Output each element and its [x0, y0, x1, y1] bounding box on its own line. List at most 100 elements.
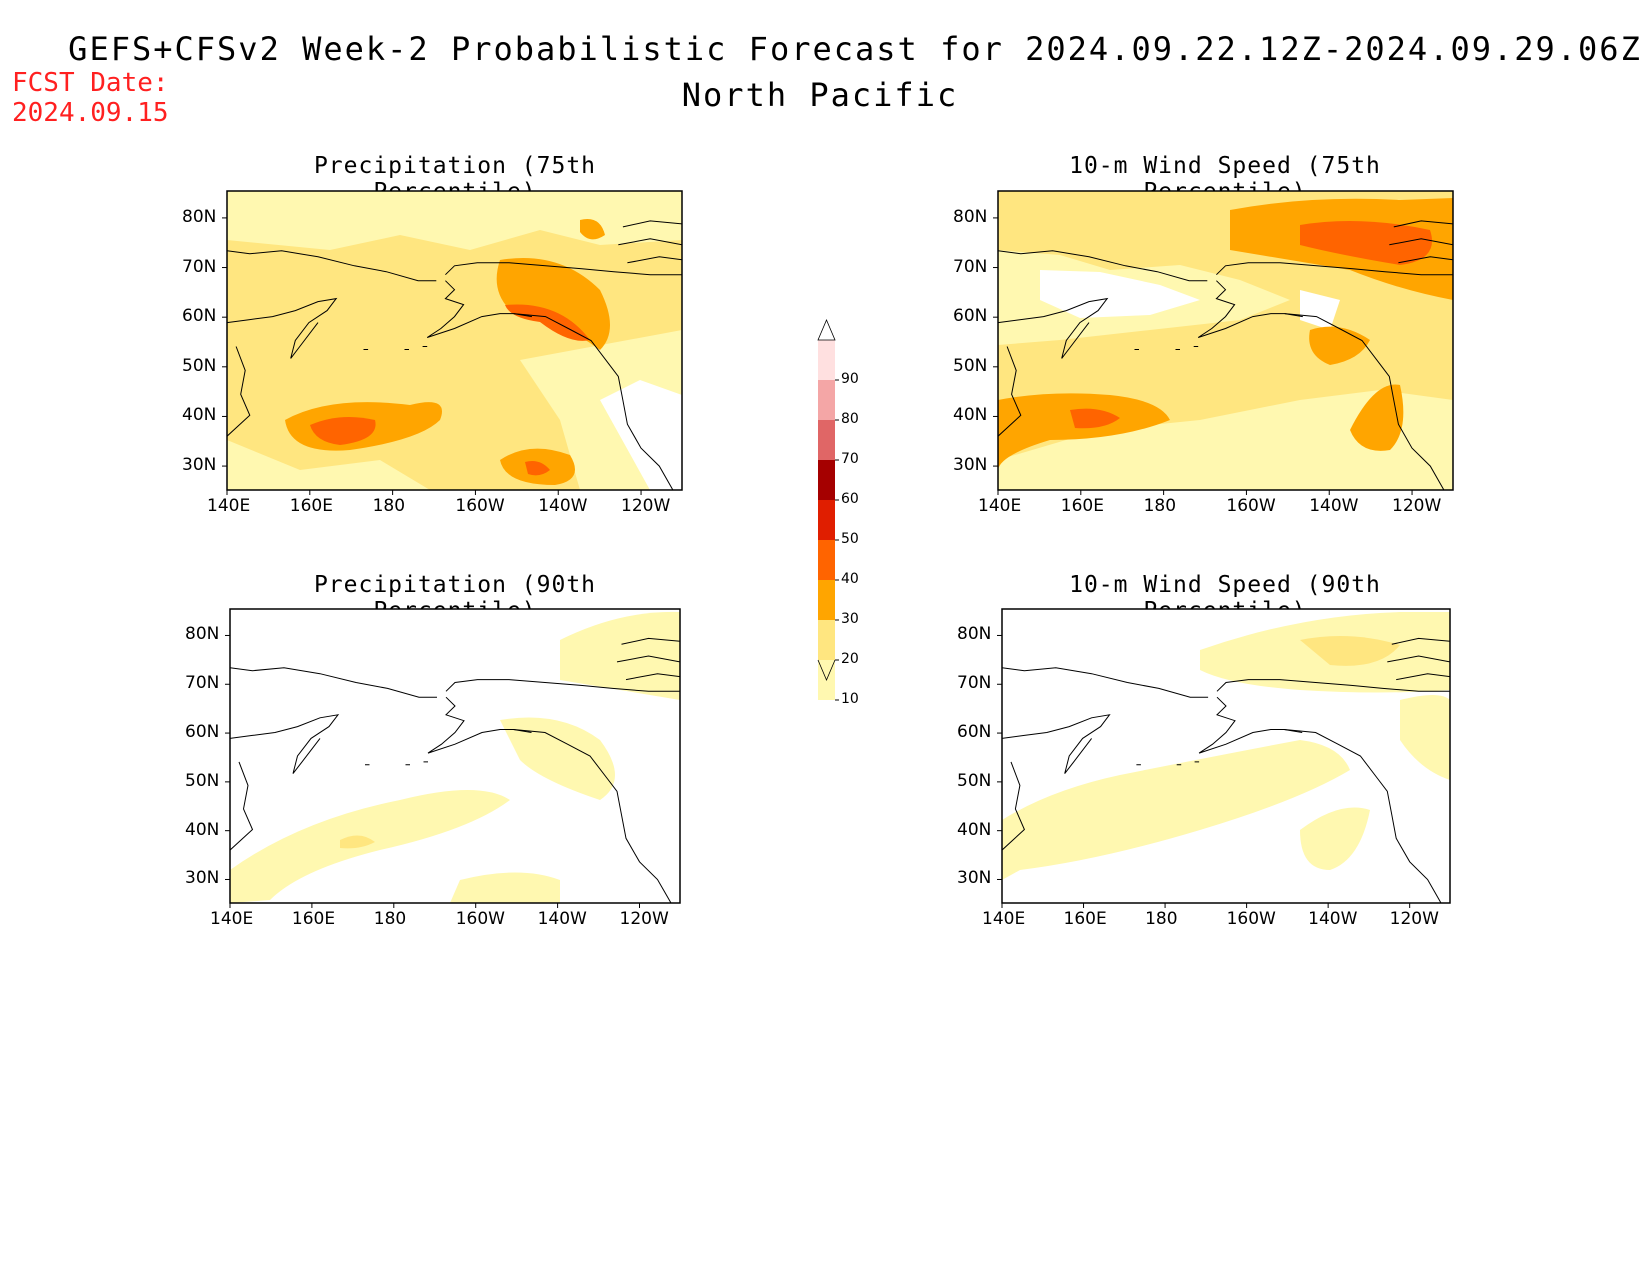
coastline-segment	[365, 761, 428, 766]
lat-tick-label: 60N	[957, 722, 992, 743]
lon-tick-label: 180	[1143, 496, 1177, 516]
coastline-segment	[227, 297, 338, 359]
lon-tick-label: 120W	[1389, 909, 1439, 929]
colorbar-segment	[818, 340, 835, 380]
lon-tick-label: 120W	[619, 909, 669, 929]
coastline-segment	[363, 346, 428, 350]
coastline-segment	[513, 729, 672, 903]
lon-tick-label: 160W	[455, 909, 505, 929]
coastline-segment	[1389, 220, 1453, 264]
coastline-segment	[227, 250, 437, 282]
lat-tick-label: 30N	[953, 455, 988, 476]
coastline-segment	[998, 297, 1109, 359]
lat-tick-label: 30N	[185, 868, 220, 889]
page-subtitle-region: North Pacific	[681, 76, 959, 114]
colorbar-segment	[818, 380, 835, 420]
coastline-precip-75	[227, 220, 682, 490]
colorbar-label: 70	[841, 451, 859, 467]
lon-tick-label: 160E	[289, 496, 333, 516]
lat-tick-label: 30N	[957, 868, 992, 889]
lat-tick-label: 60N	[185, 722, 220, 743]
lat-tick-label: 70N	[953, 256, 988, 277]
lat-tick-label: 30N	[182, 455, 217, 476]
colorbar-label: 40	[841, 571, 859, 587]
coastline-segment	[1387, 637, 1450, 681]
lat-tick-label: 80N	[957, 624, 992, 645]
lat-tick-label: 50N	[957, 770, 992, 791]
lon-tick-label: 140E	[982, 909, 1026, 929]
coastline-segment	[426, 280, 532, 338]
coastline-segment	[230, 714, 340, 774]
coastline-segment	[1284, 313, 1445, 490]
lon-tick-label: 160W	[1226, 496, 1276, 516]
lat-tick-label: 50N	[953, 355, 988, 376]
colorbar	[817, 318, 839, 701]
lon-tick-label: 160W	[1226, 909, 1276, 929]
coastline-segment	[1216, 679, 1450, 692]
map-wind-75	[998, 191, 1453, 490]
lon-tick-label: 120W	[1392, 496, 1442, 516]
lat-tick-label: 40N	[953, 405, 988, 426]
colorbar-segment	[818, 540, 835, 580]
lon-tick-label: 160W	[455, 496, 505, 516]
forecast-date-value: 2024.09.15	[12, 98, 169, 128]
coastline-precip-90	[230, 637, 680, 903]
coastline-segment	[998, 346, 1022, 437]
colorbar-segment	[818, 500, 835, 540]
lat-tick-label: 60N	[953, 306, 988, 327]
lon-tick-label: 160E	[1060, 496, 1104, 516]
colorbar-segment	[818, 580, 835, 620]
coastline-segment	[618, 220, 682, 264]
coastline-segment	[513, 313, 674, 490]
coastline-wind-90	[1002, 637, 1450, 903]
coastline-segment	[445, 262, 682, 276]
lat-tick-label: 80N	[182, 206, 217, 227]
forecast-date-label: FCST Date:	[12, 68, 169, 98]
lon-tick-label: 180	[372, 496, 406, 516]
lon-tick-label: 180	[373, 909, 407, 929]
colorbar-label: 20	[841, 651, 859, 667]
map-precip-90	[230, 609, 680, 903]
coastline-segment	[1134, 346, 1199, 350]
page-title: GEFS+CFSv2 Week-2 Probabilistic Forecast…	[68, 30, 1642, 68]
lon-tick-label: 140W	[1309, 496, 1359, 516]
coastline-segment	[230, 667, 437, 698]
lon-tick-label: 140E	[210, 909, 254, 929]
lon-tick-label: 140W	[537, 909, 587, 929]
coastline-segment	[427, 696, 532, 754]
lon-tick-label: 140E	[207, 496, 251, 516]
lon-tick-label: 140W	[1308, 909, 1358, 929]
colorbar-label: 90	[841, 371, 859, 387]
coastline-segment	[1216, 262, 1453, 276]
coastline-segment	[1197, 280, 1303, 338]
coastline-segment	[1002, 667, 1209, 698]
lat-tick-label: 80N	[185, 624, 220, 645]
coastline-segment	[1198, 696, 1303, 754]
lon-tick-label: 180	[1145, 909, 1178, 929]
colorbar-cap-top	[817, 318, 836, 341]
colorbar-cap-bottom	[817, 659, 836, 682]
map-precip-75	[227, 191, 682, 490]
lat-tick-label: 50N	[182, 355, 217, 376]
colorbar-segment	[818, 460, 835, 500]
colorbar-segment	[818, 620, 835, 660]
lat-tick-label: 50N	[185, 770, 220, 791]
coastline-segment	[445, 679, 680, 692]
colorbar-label: 60	[841, 491, 859, 507]
coastline-segment	[1136, 761, 1200, 766]
coastline-segment	[230, 761, 254, 851]
lon-tick-label: 140W	[538, 496, 588, 516]
lat-tick-label: 70N	[182, 256, 217, 277]
axis-ticks	[222, 217, 1413, 908]
coastline-wind-75	[998, 220, 1453, 490]
map-wind-90	[1002, 609, 1450, 903]
lon-tick-label: 160E	[1063, 909, 1107, 929]
coastline-segment	[1002, 761, 1026, 851]
coastline-segment	[998, 250, 1208, 282]
colorbar-label: 30	[841, 611, 859, 627]
colorbar-label: 50	[841, 531, 859, 547]
lat-tick-label: 40N	[185, 819, 220, 840]
lat-tick-label: 70N	[185, 673, 220, 694]
coastline-segment	[227, 346, 251, 437]
